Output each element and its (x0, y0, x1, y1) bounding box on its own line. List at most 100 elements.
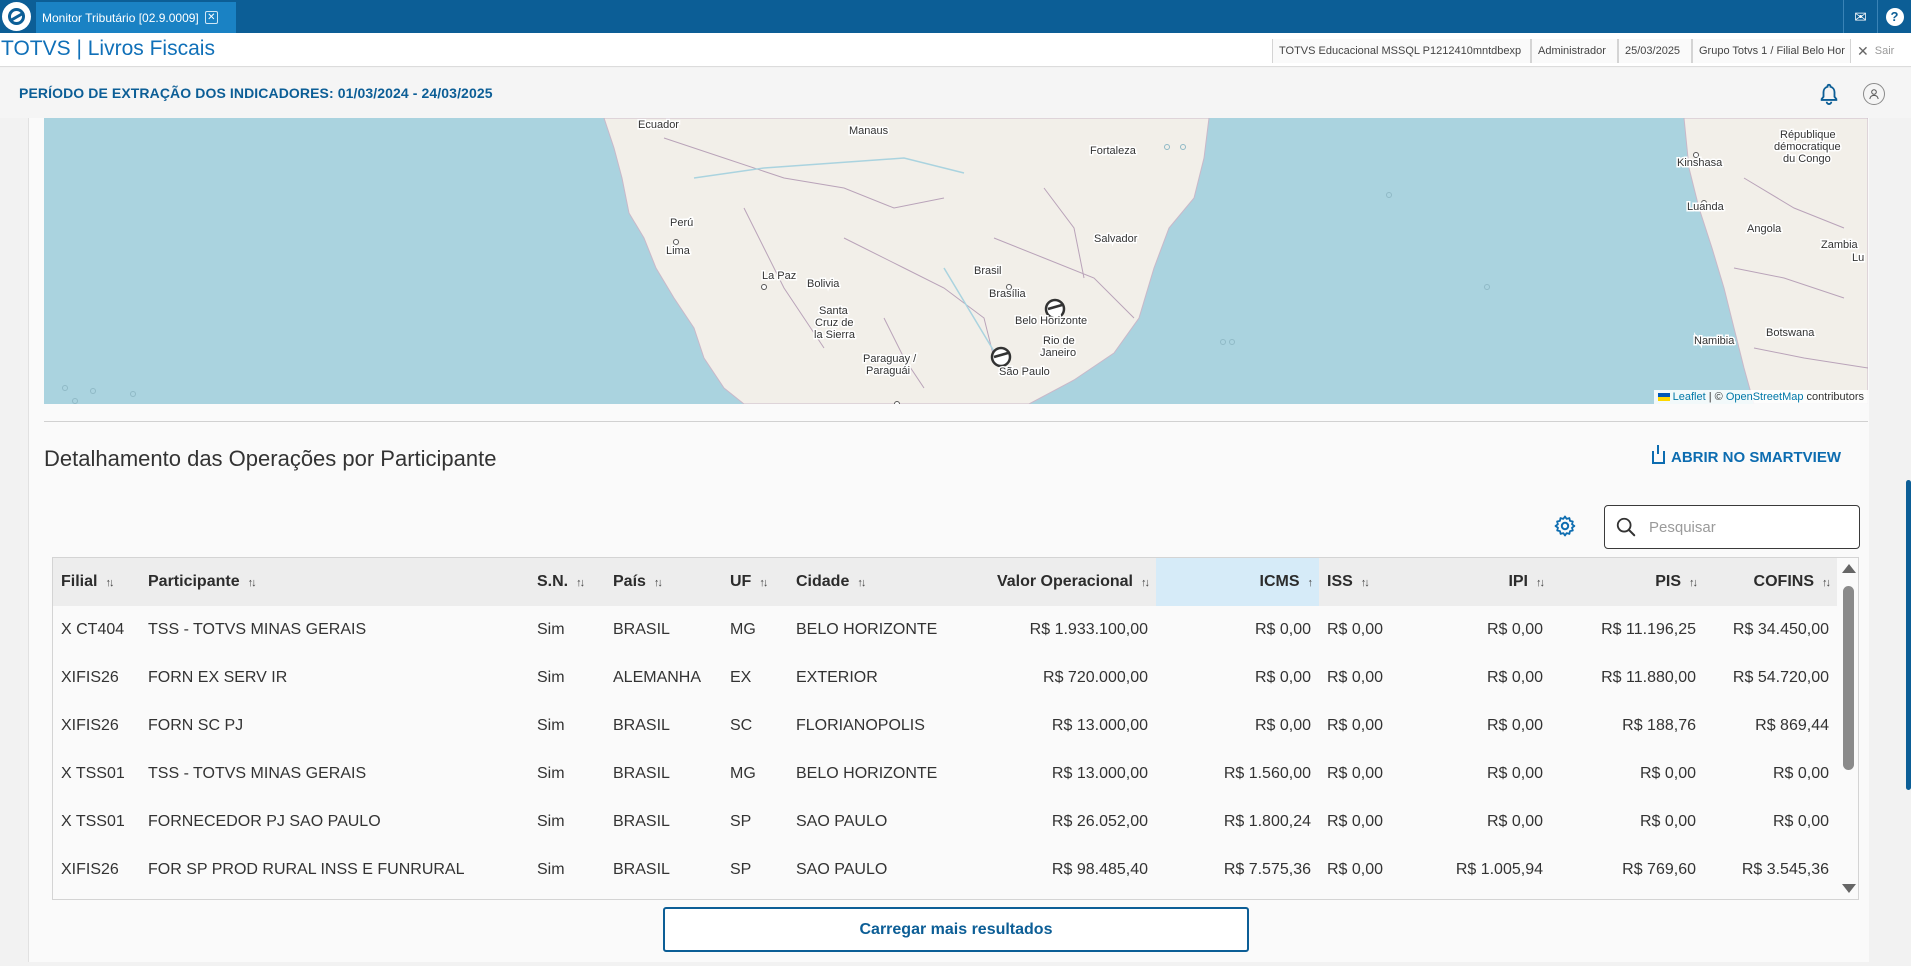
table-cell: BRASIL (613, 765, 670, 782)
table-cell: MG (730, 765, 756, 782)
map-label-salvador: Salvador (1094, 233, 1138, 245)
totvs-logo-icon[interactable] (2, 2, 31, 31)
column-header-s-n[interactable]: S.N. ↑↓ (529, 558, 605, 606)
map-label-lu: Lu (1852, 252, 1864, 264)
table-row[interactable]: X TSS01 TSS - TOTVS MINAS GERAIS Sim BRASIL… (53, 750, 1837, 798)
bell-icon[interactable] (1818, 83, 1840, 105)
sort-icon[interactable]: ↑↓ (576, 577, 585, 589)
table-row[interactable]: X CT404 TSS - TOTVS MINAS GERAIS Sim BRASIL… (53, 606, 1837, 654)
table-cell: R$ 0,00 (1327, 669, 1384, 686)
column-header-uf[interactable]: UF ↑↓ (722, 558, 788, 606)
column-header-filial[interactable]: Filial ↑↓ (53, 558, 140, 606)
table-cell: R$ 769,60 (1622, 861, 1696, 878)
column-label: Valor Operacional (996, 573, 1133, 590)
map-label-brasil: Brasil (974, 265, 1002, 277)
sort-icon[interactable]: ↑↓ (247, 577, 257, 589)
date-info[interactable]: 25/03/2025 (1618, 39, 1692, 63)
table-cell: XIFIS26 (61, 669, 119, 686)
table-cell: R$ 0,00 (1639, 813, 1696, 830)
table-cell: R$ 0,00 (1486, 813, 1543, 830)
table-cell: EX (730, 669, 752, 686)
map-label-paraguay-2: Paraguái (866, 365, 910, 377)
search-box[interactable] (1604, 505, 1860, 549)
scroll-up-icon[interactable] (1842, 564, 1856, 573)
table-scrollbar[interactable] (1837, 558, 1858, 899)
sort-icon[interactable]: ↑↓ (759, 577, 768, 589)
column-header-cofins[interactable]: COFINS ↑↓ (1704, 558, 1837, 606)
sort-icon[interactable]: ↑↓ (1360, 577, 1370, 589)
table-row[interactable]: XIFIS26 FORN SC PJ Sim BRASIL SC FLORIANOPOLI… (53, 702, 1837, 750)
search-input[interactable] (1649, 516, 1849, 538)
column-header-cidade[interactable]: Cidade ↑↓ (788, 558, 963, 606)
osm-link[interactable]: OpenStreetMap (1725, 391, 1804, 403)
page-scroll-indicator[interactable] (1906, 480, 1911, 790)
column-header-pa-s[interactable]: País ↑↓ (605, 558, 722, 606)
branch-info[interactable]: Grupo Totvs 1 / Filial Belo Hor (1692, 39, 1851, 63)
mail-icon[interactable]: ✉ (1843, 0, 1877, 33)
column-header-pis[interactable]: PIS ↑↓ (1551, 558, 1704, 606)
table-body: X CT404 TSS - TOTVS MINAS GERAIS Sim BRASIL… (53, 606, 1837, 894)
column-header-ipi[interactable]: IPI ↑↓ (1399, 558, 1551, 606)
table-cell: X TSS01 (61, 813, 125, 830)
table-cell: BRASIL (613, 717, 670, 734)
scroll-thumb[interactable] (1843, 586, 1854, 770)
user-avatar-icon[interactable] (1863, 83, 1885, 105)
table-cell: R$ 869,44 (1755, 717, 1829, 734)
map-label-peru: Perú (670, 217, 693, 229)
tab-monitor-tributario[interactable]: Monitor Tributário [02.9.0009] ✕ (36, 2, 236, 33)
map-label-angola: Angola (1747, 223, 1782, 235)
map-marker-sao-paulo[interactable] (990, 346, 1012, 368)
column-label: ICMS (1259, 573, 1300, 590)
table-row[interactable]: XIFIS26 FORN EX SERV IR Sim ALEMANHA EX EXTER… (53, 654, 1837, 702)
sort-icon[interactable]: ↑↓ (1141, 577, 1150, 589)
table-cell: BRASIL (613, 813, 670, 830)
map-label-ecuador: Ecuador (638, 119, 679, 131)
table-cell: TSS - TOTVS MINAS GERAIS (148, 621, 367, 638)
table-cell: R$ 3.545,36 (1741, 861, 1829, 878)
participants-map[interactable]: Ecuador Manaus Fortaleza Perú Lima La Pa… (44, 118, 1868, 404)
attribution-contributors: contributors (1803, 391, 1864, 403)
table-row[interactable]: XIFIS26 FOR SP PROD RURAL INSS E FUNRURAL… (53, 846, 1837, 894)
sort-icon[interactable]: ↑↓ (1536, 577, 1545, 589)
table-cell: R$ 0,00 (1486, 621, 1543, 638)
leaflet-link[interactable]: Leaflet (1672, 391, 1706, 403)
column-header-participante[interactable]: Participante ↑↓ (140, 558, 529, 606)
open-smartview-button[interactable]: ABRIR NO SMARTVIEW (1652, 445, 1841, 466)
scroll-down-icon[interactable] (1842, 884, 1856, 893)
ukraine-flag-icon (1657, 393, 1670, 402)
table-cell: R$ 0,00 (1486, 669, 1543, 686)
map-label-namibia: Namibia (1694, 335, 1735, 347)
table-cell: R$ 0,00 (1327, 717, 1384, 734)
sort-icon[interactable]: ↑↓ (653, 577, 663, 589)
column-header-iss[interactable]: ISS ↑↓ (1319, 558, 1399, 606)
column-label: Cidade (796, 573, 850, 590)
help-icon[interactable]: ? (1877, 0, 1911, 33)
gear-icon[interactable] (1553, 514, 1577, 538)
map-label-paraguay-1: Paraguay / (863, 353, 917, 365)
user-info[interactable]: Administrador (1531, 39, 1618, 63)
environment-info[interactable]: TOTVS Educacional MSSQL P1212410mntdbexp (1272, 39, 1531, 63)
tab-title: Monitor Tributário [02.9.0009] (42, 10, 199, 25)
column-header-valor-operacional[interactable]: Valor Operacional ↑↓ (963, 558, 1156, 606)
column-label: COFINS (1753, 573, 1814, 590)
sort-icon[interactable]: ↑↓ (1822, 577, 1831, 589)
map-label-santacruz-1: Santa (819, 305, 849, 317)
map-attribution: Leaflet | © OpenStreetMap contributors (1653, 390, 1868, 404)
exit-button[interactable]: ✕ Sair (1857, 39, 1894, 63)
tab-close-icon[interactable]: ✕ (204, 11, 218, 24)
app-header: TOTVS | Livros Fiscais TOTVS Educacional… (0, 33, 1911, 67)
sort-asc-icon[interactable]: ↑ (1307, 577, 1313, 589)
column-header-icms[interactable]: ICMS ↑ (1156, 558, 1319, 606)
sort-icon[interactable]: ↑↓ (105, 577, 114, 589)
table-row[interactable]: X TSS01 FORNECEDOR PJ SAO PAULO Sim BRASIL S… (53, 798, 1837, 846)
column-label: UF (730, 573, 752, 590)
load-more-button[interactable]: Carregar mais resultados (663, 907, 1249, 952)
map-marker-belo-horizonte[interactable] (1044, 298, 1066, 320)
table-cell: SAO PAULO (796, 813, 888, 830)
sort-icon[interactable]: ↑↓ (1689, 577, 1698, 589)
table-cell: ALEMANHA (613, 669, 702, 686)
table-cell: R$ 1.800,24 (1223, 813, 1311, 830)
table-cell: R$ 54.720,00 (1732, 669, 1829, 686)
participants-table: Filial ↑↓ Participante ↑↓ S.N. ↑↓ País ↑↓ UF ↑↓ Ci… (52, 557, 1859, 900)
sort-icon[interactable]: ↑↓ (857, 577, 866, 589)
